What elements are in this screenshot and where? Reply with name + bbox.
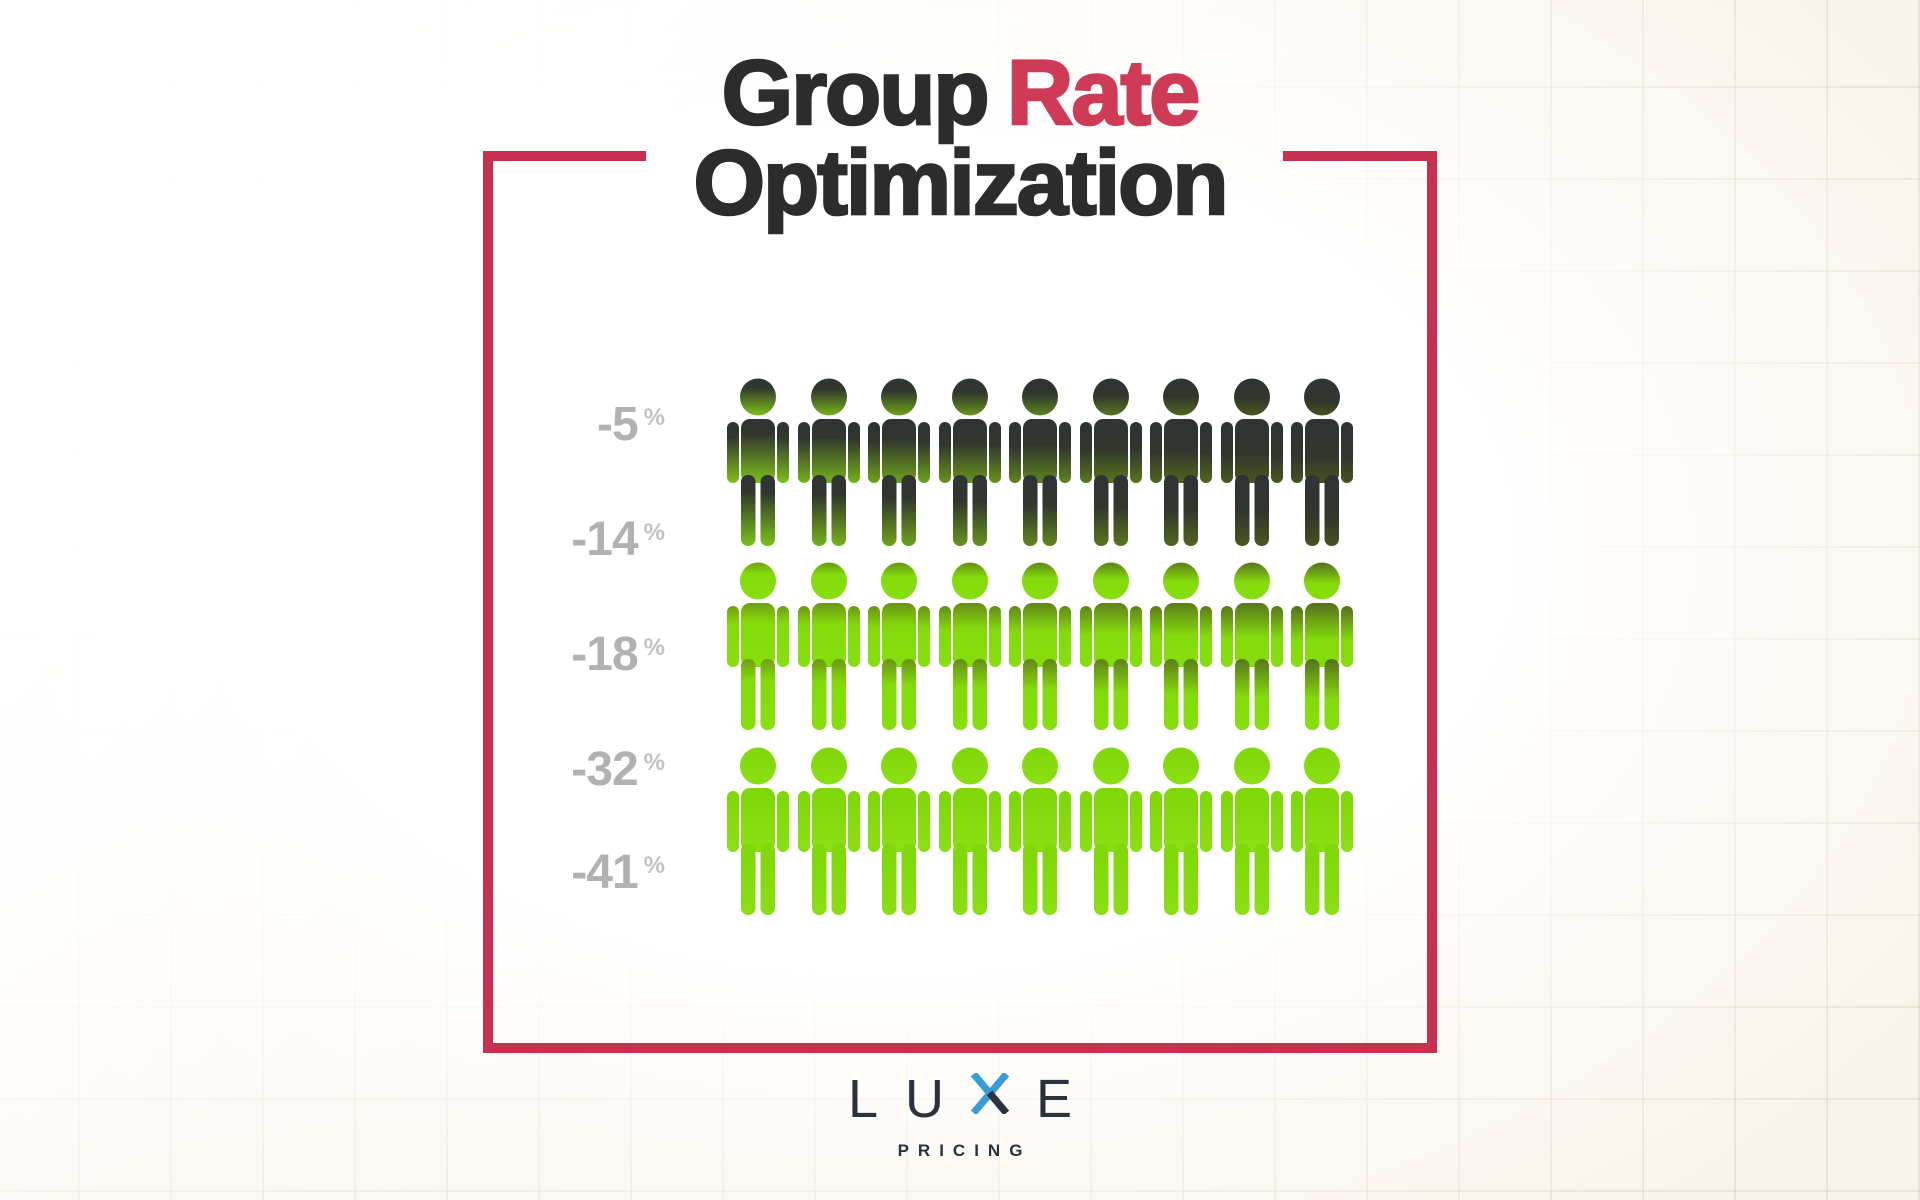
axis-label-value: -18: [571, 628, 638, 681]
page-title: Group Rate Optimization: [0, 46, 1920, 234]
red-frame: [483, 151, 1437, 1053]
brand-wordmark: L U E: [848, 1072, 1072, 1126]
person-icon: [868, 562, 930, 730]
axis-labels: -5% -14% -18% -32% -41%: [480, 0, 665, 1200]
person-icon: [1220, 747, 1283, 915]
axis-label: -14%: [571, 512, 665, 568]
pictograph-row: [727, 562, 1353, 730]
frame-right-edge: [1427, 151, 1437, 1053]
person-icon: [727, 562, 789, 730]
pictograph-row: [727, 378, 1353, 546]
axis-label-value: -41: [571, 846, 638, 899]
percent-sign: %: [643, 852, 665, 879]
brand-letter-e: E: [1036, 1069, 1073, 1129]
person-icon: [727, 378, 789, 546]
person-icon: [1150, 747, 1212, 915]
brand-letter-l: L: [847, 1069, 878, 1129]
axis-label-value: -5: [596, 398, 639, 451]
person-icon: [938, 378, 1001, 546]
frame-bottom-edge: [483, 1043, 1437, 1053]
percent-sign: %: [643, 634, 665, 661]
percent-sign: %: [643, 749, 665, 776]
person-icon: [938, 747, 1001, 915]
person-icon: [1009, 378, 1071, 546]
person-icon: [1150, 378, 1212, 546]
person-icon: [727, 747, 789, 915]
frame-left-edge: [483, 151, 493, 1053]
person-icon: [1079, 747, 1142, 915]
person-icon: [1291, 378, 1353, 546]
axis-label-value: -14: [571, 513, 638, 566]
percent-sign: %: [643, 404, 665, 431]
person-icon: [797, 378, 860, 546]
percent-sign: %: [643, 519, 665, 546]
title-prefix: Group: [720, 42, 991, 144]
brand-logo: L U E PRICING: [0, 1072, 1920, 1161]
brand-tagline: PRICING: [897, 1141, 1032, 1160]
axis-label-value: -32: [571, 743, 638, 796]
person-icon: [938, 562, 1001, 730]
axis-label: -32%: [571, 742, 665, 798]
title-line-2: Optimization: [692, 132, 1230, 234]
person-icon: [1079, 378, 1142, 546]
axis-label: -5%: [597, 397, 665, 453]
person-icon: [1009, 562, 1071, 730]
person-icon: [797, 562, 860, 730]
person-icon: [797, 747, 860, 915]
brand-x-icon: [971, 1073, 1009, 1114]
person-icon: [868, 747, 930, 915]
person-icon: [1220, 562, 1283, 730]
axis-label: -41%: [571, 845, 665, 901]
pictograph-row: [727, 747, 1353, 915]
frame-top-right-segment: [1283, 151, 1437, 161]
person-icon: [1009, 747, 1071, 915]
person-icon: [1291, 562, 1353, 730]
person-icon: [1220, 378, 1283, 546]
brand-letter-u: U: [905, 1069, 944, 1129]
title-line-1: Group Rate: [0, 46, 1920, 141]
title-accent: Rate: [1006, 42, 1202, 144]
person-icon: [1150, 562, 1212, 730]
person-icon: [868, 378, 930, 546]
person-icon: [1291, 747, 1353, 915]
axis-label: -18%: [571, 627, 665, 683]
person-icon: [1079, 562, 1142, 730]
frame-top-left-segment: [483, 151, 646, 161]
